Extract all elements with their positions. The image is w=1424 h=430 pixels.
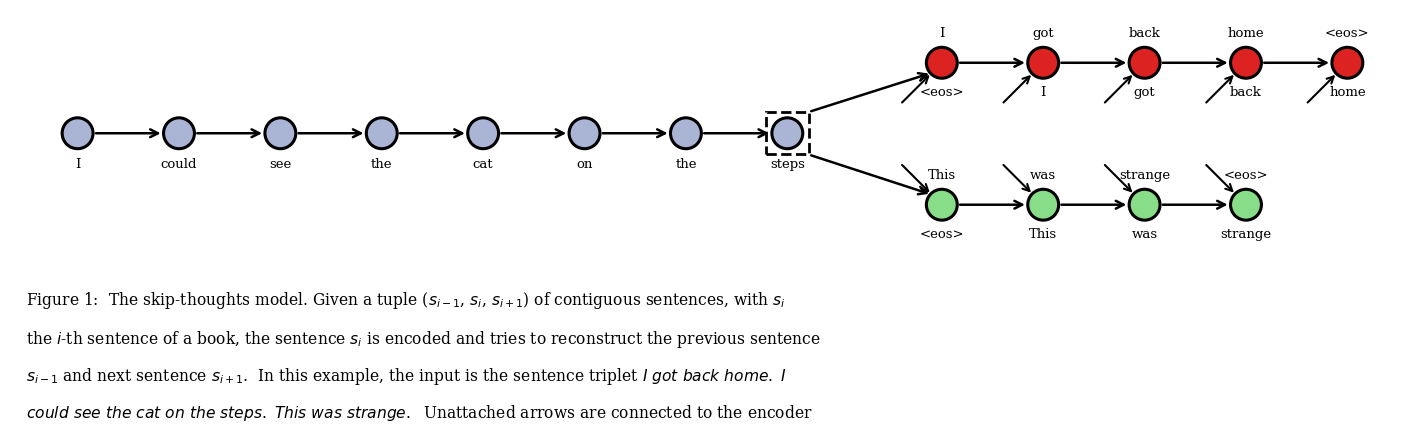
Circle shape [1331, 47, 1363, 78]
Text: the $i$-th sentence of a book, the sentence $s_i$ is encoded and tries to recons: the $i$-th sentence of a book, the sente… [26, 329, 820, 350]
Text: was: was [1132, 228, 1158, 241]
Text: strange: strange [1220, 228, 1272, 241]
Text: <eos>: <eos> [1326, 27, 1370, 40]
Text: the: the [675, 158, 696, 172]
Text: Figure 1:  The skip-thoughts model. Given a tuple ($s_{i-1}$, $s_i$, $s_{i+1}$) : Figure 1: The skip-thoughts model. Given… [26, 289, 785, 310]
Text: could: could [161, 158, 198, 172]
Circle shape [366, 118, 397, 149]
Text: This: This [928, 169, 956, 181]
Text: cat: cat [473, 158, 494, 172]
Text: the: the [372, 158, 393, 172]
Circle shape [772, 118, 803, 149]
Text: <eos>: <eos> [920, 86, 964, 99]
Text: back: back [1230, 86, 1262, 99]
Text: $s_{i-1}$ and next sentence $s_{i+1}$.  In this example, the input is the senten: $s_{i-1}$ and next sentence $s_{i+1}$. I… [26, 366, 786, 387]
Circle shape [570, 118, 600, 149]
Text: was: was [1030, 169, 1057, 181]
Circle shape [671, 118, 702, 149]
Circle shape [927, 189, 957, 220]
Text: I: I [75, 158, 80, 172]
Circle shape [1129, 47, 1161, 78]
Bar [766, 112, 809, 154]
Circle shape [63, 118, 93, 149]
Text: <eos>: <eos> [920, 228, 964, 241]
Circle shape [1028, 47, 1058, 78]
Circle shape [1230, 47, 1262, 78]
Text: home: home [1329, 86, 1366, 99]
Text: see: see [269, 158, 292, 172]
Text: strange: strange [1119, 169, 1171, 181]
Circle shape [1129, 189, 1161, 220]
Text: This: This [1030, 228, 1057, 241]
Circle shape [467, 118, 498, 149]
Text: $\mathit{could\ see\ the\ cat\ on\ the\ steps.\ This\ was\ strange.}$  Unattache: $\mathit{could\ see\ the\ cat\ on\ the\ … [26, 402, 812, 423]
Text: I: I [1041, 86, 1045, 99]
Circle shape [164, 118, 195, 149]
Text: back: back [1129, 27, 1161, 40]
Circle shape [1028, 189, 1058, 220]
Text: steps: steps [770, 158, 805, 172]
Text: on: on [577, 158, 592, 172]
Circle shape [1230, 189, 1262, 220]
Text: got: got [1134, 86, 1155, 99]
Text: <eos>: <eos> [1223, 169, 1269, 181]
Text: home: home [1227, 27, 1265, 40]
Circle shape [927, 47, 957, 78]
Text: got: got [1032, 27, 1054, 40]
Text: I: I [940, 27, 944, 40]
Circle shape [265, 118, 296, 149]
